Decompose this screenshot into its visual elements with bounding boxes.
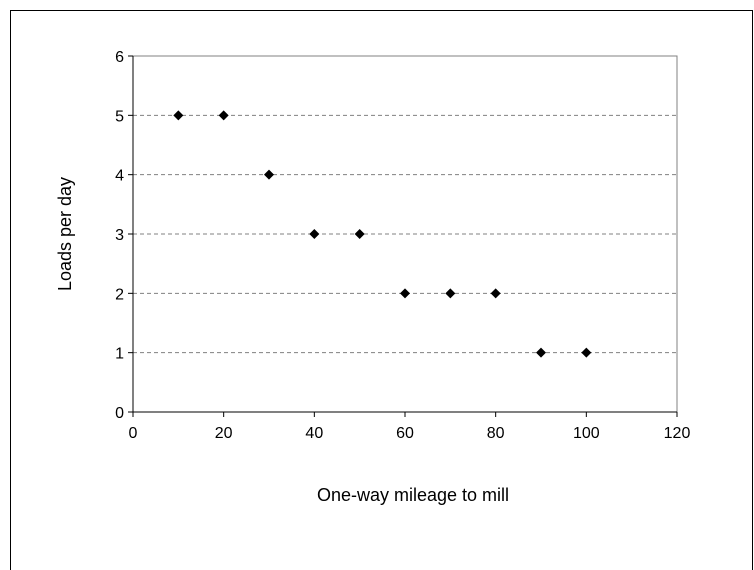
chart-frame: [10, 10, 753, 570]
x-tick-label: 60: [396, 425, 414, 442]
y-tick-label: 5: [115, 108, 124, 125]
x-tick-label: 20: [215, 425, 233, 442]
data-point: [445, 288, 456, 299]
x-tick-label: 80: [487, 425, 505, 442]
data-point: [400, 288, 410, 299]
gridlines: [133, 114, 677, 354]
x-tick-label: 120: [664, 425, 691, 442]
y-tick-label: 2: [115, 286, 124, 303]
y-tick-label: 3: [115, 227, 124, 244]
data-point: [218, 110, 229, 121]
data-point: [536, 347, 546, 358]
data-point: [264, 169, 274, 180]
y-tick-label: 6: [115, 49, 124, 66]
y-tick-label: 0: [115, 405, 124, 422]
y-axis-title: Loads per day: [55, 177, 75, 291]
y-tick-label: 4: [115, 168, 124, 185]
y-tick-label: 1: [115, 346, 124, 363]
x-axis-title: One-way mileage to mill: [317, 485, 509, 505]
data-point: [490, 288, 501, 299]
data-point: [173, 110, 184, 121]
data-points: [173, 110, 592, 358]
data-point: [354, 229, 365, 239]
data-point: [581, 347, 592, 358]
x-tick-label: 100: [573, 425, 600, 442]
data-point: [309, 229, 320, 239]
x-tick-label: 0: [129, 425, 138, 442]
x-tick-label: 40: [305, 425, 323, 442]
